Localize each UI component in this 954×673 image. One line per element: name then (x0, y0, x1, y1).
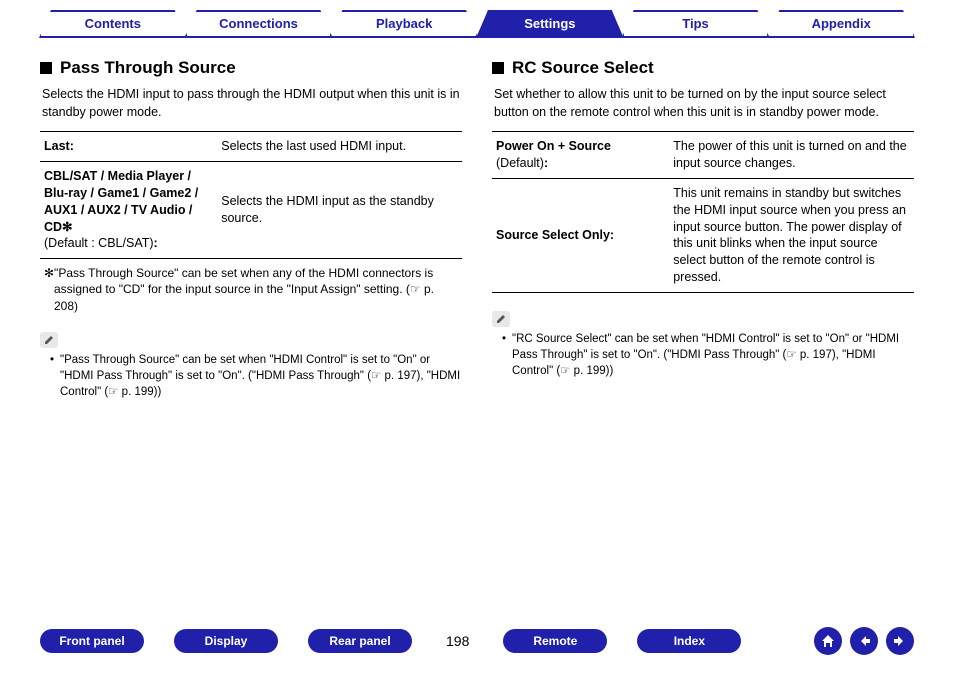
table-row: Source Select Only: This unit remains in… (492, 178, 914, 292)
option-value: Selects the HDMI input as the standby so… (217, 161, 462, 258)
left-desc: Selects the HDMI input to pass through t… (40, 86, 462, 121)
option-key: Last: (40, 132, 217, 162)
left-bullet-note: "Pass Through Source" can be set when "H… (40, 352, 462, 400)
top-nav: Contents Connections Playback Settings T… (0, 0, 954, 38)
home-icon[interactable] (814, 627, 842, 655)
main-content: Pass Through Source Selects the HDMI inp… (0, 38, 954, 400)
tab-settings[interactable]: Settings (476, 10, 624, 38)
option-value: The power of this unit is turned on and … (669, 132, 914, 179)
right-desc: Set whether to allow this unit to be tur… (492, 86, 914, 121)
left-star-note: ✻"Pass Through Source" can be set when a… (40, 259, 462, 314)
pill-rear-panel[interactable]: Rear panel (308, 629, 412, 653)
right-heading: RC Source Select (492, 58, 914, 78)
option-key: Source Select Only: (492, 178, 669, 292)
table-row: Power On + Source(Default): The power of… (492, 132, 914, 179)
page-number: 198 (442, 633, 473, 649)
square-bullet-icon (492, 62, 504, 74)
pill-index[interactable]: Index (637, 629, 741, 653)
tab-tips[interactable]: Tips (622, 10, 770, 38)
tab-contents[interactable]: Contents (39, 10, 187, 38)
next-icon[interactable] (886, 627, 914, 655)
pencil-icon (40, 332, 58, 348)
pill-front-panel[interactable]: Front panel (40, 629, 144, 653)
right-table: Power On + Source(Default): The power of… (492, 131, 914, 293)
right-bullet-note: "RC Source Select" can be set when "HDMI… (492, 331, 914, 379)
left-column: Pass Through Source Selects the HDMI inp… (40, 58, 462, 400)
right-column: RC Source Select Set whether to allow th… (492, 58, 914, 400)
prev-icon[interactable] (850, 627, 878, 655)
pencil-icon (492, 311, 510, 327)
tab-playback[interactable]: Playback (330, 10, 478, 38)
table-row: CBL/SAT / Media Player / Blu-ray / Game1… (40, 161, 462, 258)
left-heading: Pass Through Source (40, 58, 462, 78)
pill-remote[interactable]: Remote (503, 629, 607, 653)
tab-connections[interactable]: Connections (185, 10, 333, 38)
right-heading-text: RC Source Select (512, 58, 654, 78)
left-heading-text: Pass Through Source (60, 58, 236, 78)
option-key: Power On + Source(Default): (492, 132, 669, 179)
table-row: Last: Selects the last used HDMI input. (40, 132, 462, 162)
left-table: Last: Selects the last used HDMI input. … (40, 131, 462, 259)
nav-icons (814, 627, 914, 655)
option-value: This unit remains in standby but switche… (669, 178, 914, 292)
tab-appendix[interactable]: Appendix (767, 10, 915, 38)
option-value: Selects the last used HDMI input. (217, 132, 462, 162)
square-bullet-icon (40, 62, 52, 74)
option-key: CBL/SAT / Media Player / Blu-ray / Game1… (40, 161, 217, 258)
pill-display[interactable]: Display (174, 629, 278, 653)
bottom-nav: Front panel Display Rear panel 198 Remot… (0, 627, 954, 655)
